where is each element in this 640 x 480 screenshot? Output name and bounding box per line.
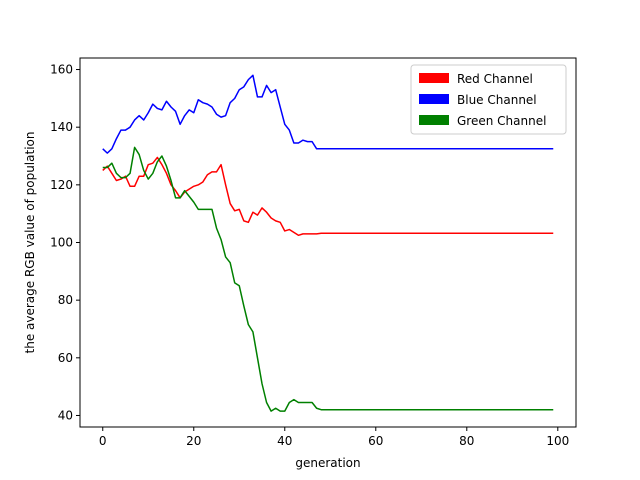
x-tick-label: 60 [368,434,383,448]
legend-label: Green Channel [457,114,546,128]
y-tick-label: 140 [50,120,73,134]
legend-swatch [419,73,449,83]
y-axis-label: the average RGB value of population [23,132,37,354]
y-tick-label: 120 [50,178,73,192]
y-tick-label: 80 [58,293,73,307]
legend-label: Blue Channel [457,93,537,107]
x-tick-label: 20 [186,434,201,448]
series-line-red-channel [102,156,554,237]
y-tick-label: 100 [50,236,73,250]
axes: 0 20 40 60 80 100 40 60 80 100 120 140 160 [50,57,577,448]
y-tick-label: 40 [58,408,73,422]
legend: Red Channel Blue Channel Green Channel [410,64,567,135]
x-tick-label: 80 [459,434,474,448]
series-line-green-channel [102,146,554,412]
series-line-blue-channel [102,74,554,154]
x-tick-label: 100 [546,434,569,448]
y-tick-label: 60 [58,351,73,365]
y-tick-label: 160 [50,63,73,77]
legend-swatch [419,115,449,125]
legend-box [410,64,567,135]
x-axis-label: generation [295,456,360,470]
legend-label: Red Channel [457,72,533,86]
x-tick-label: 0 [99,434,107,448]
legend-swatch [419,94,449,104]
x-tick-label: 40 [277,434,292,448]
plot-area [102,74,554,412]
